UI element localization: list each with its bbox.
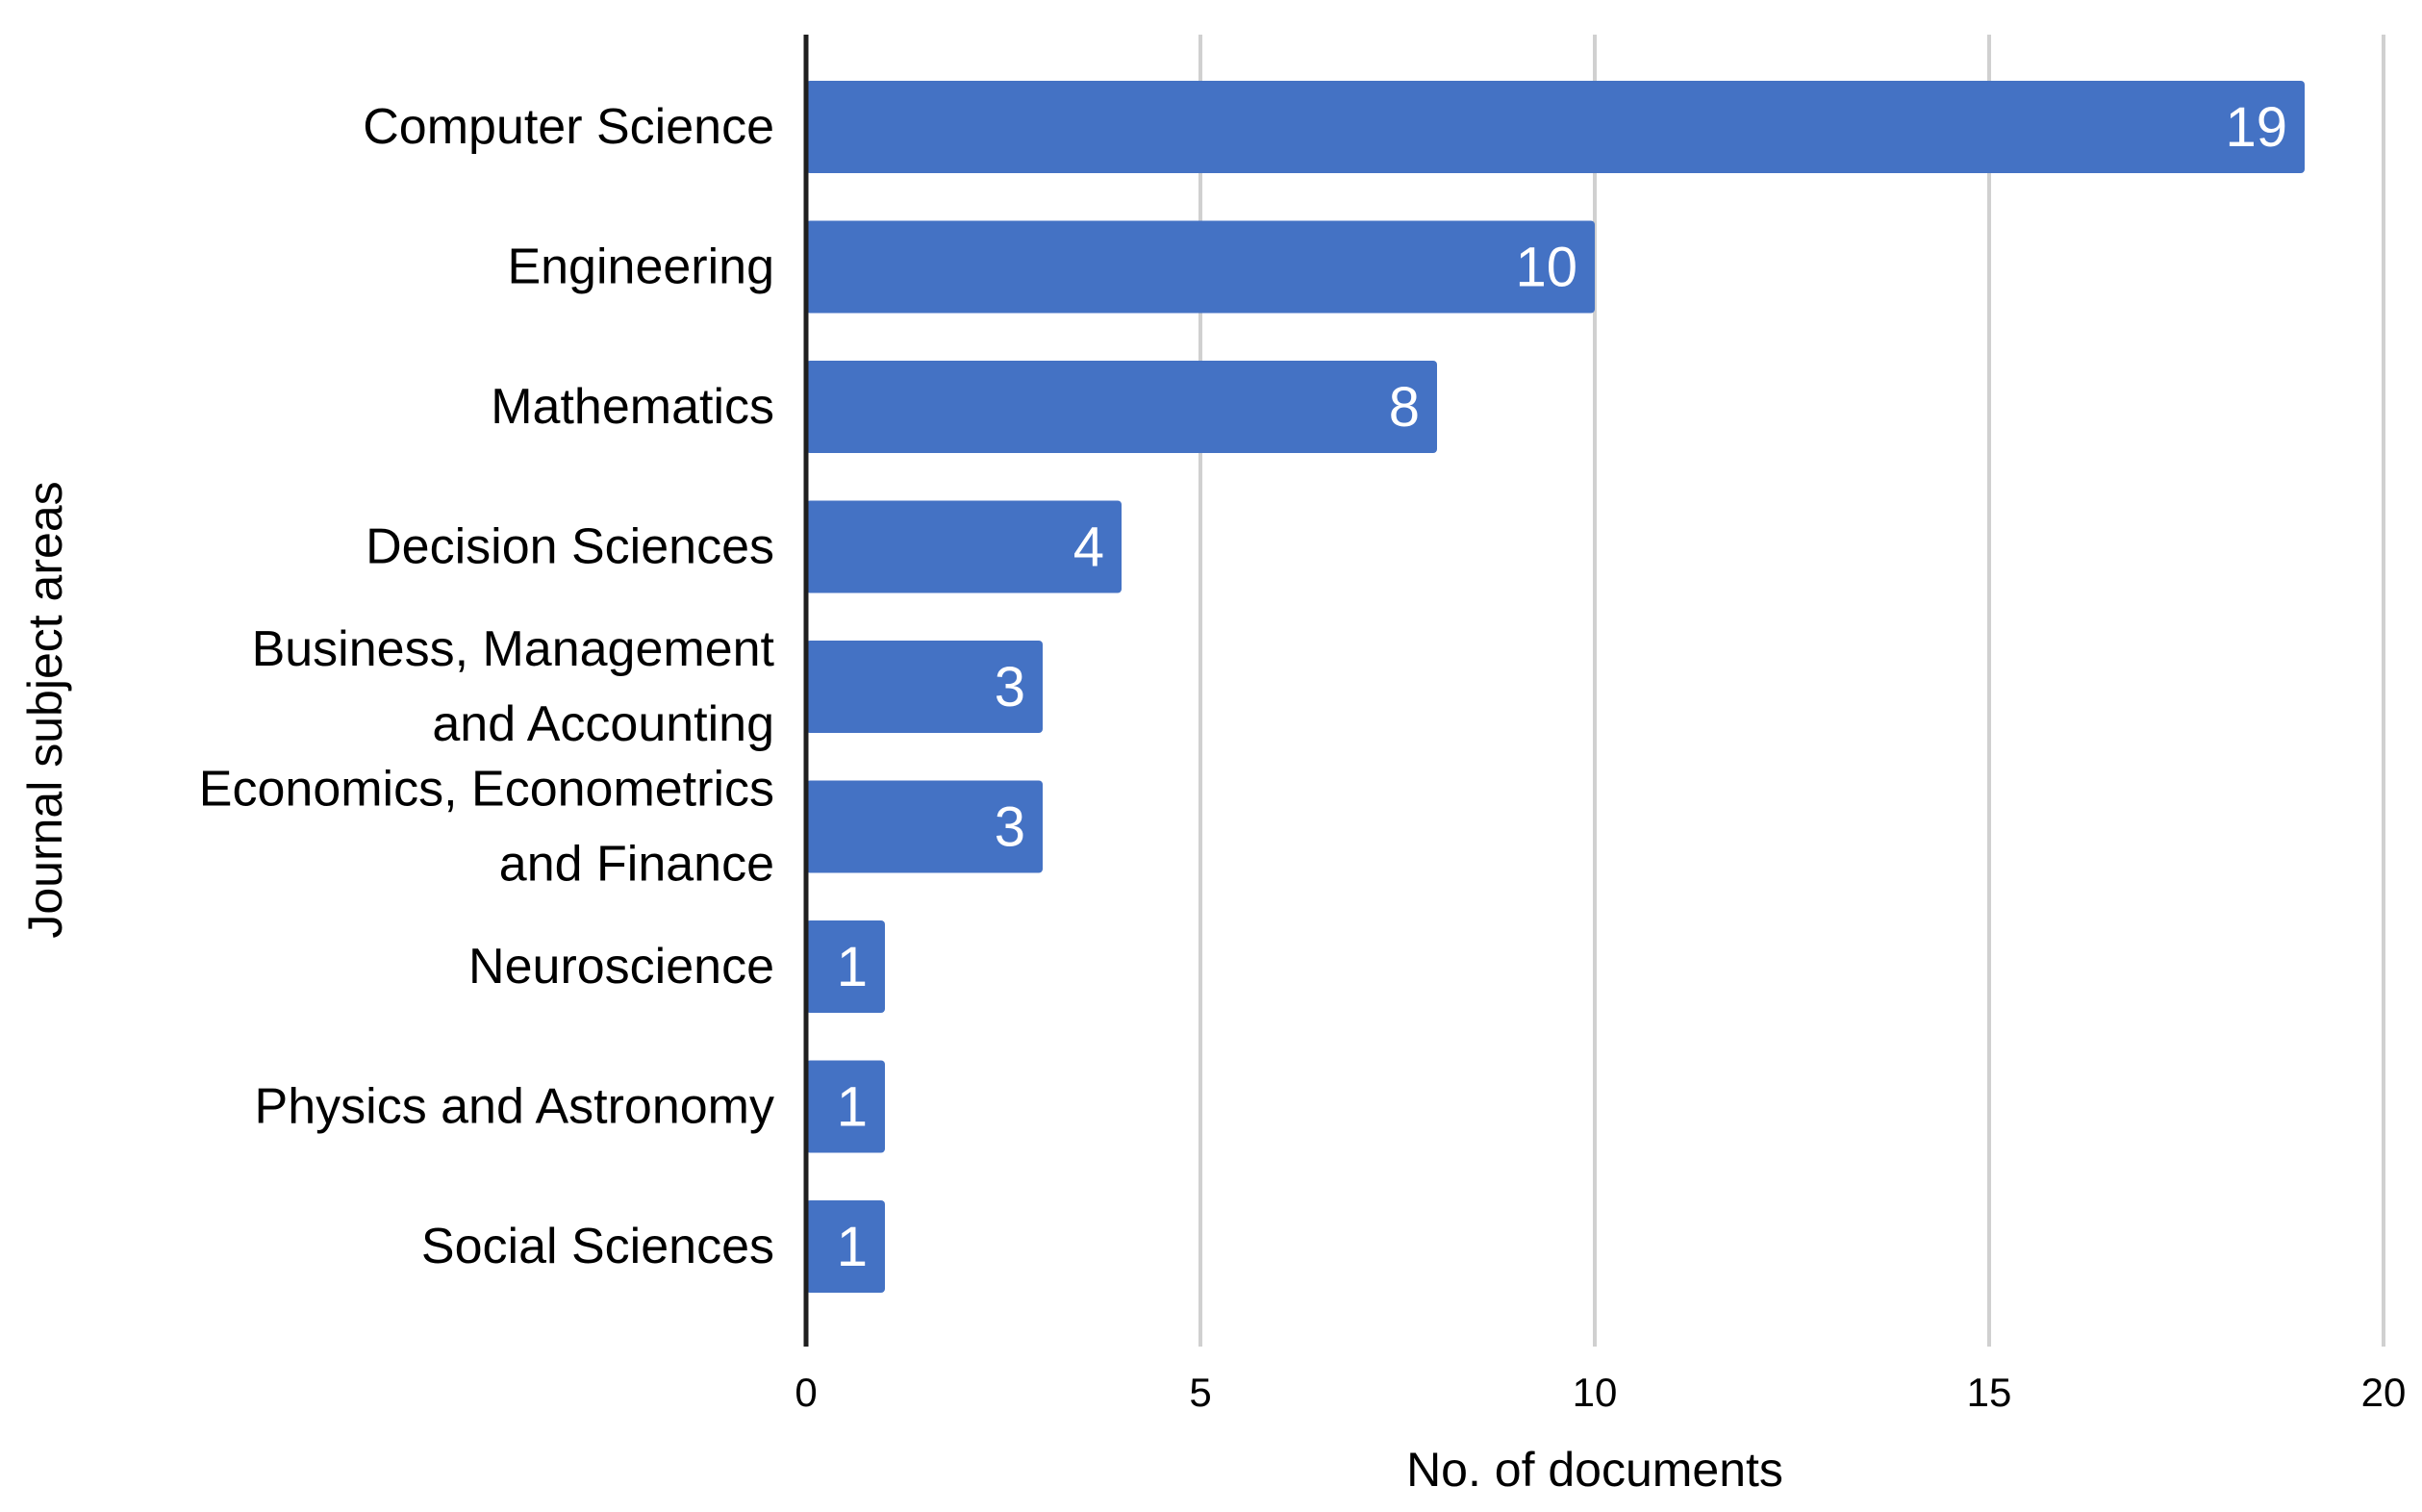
data-label: 1	[837, 1076, 868, 1139]
bar	[806, 1060, 885, 1153]
bar	[806, 1200, 885, 1293]
data-labels: 19 10 8 4 3 3 1 1 1	[837, 96, 2287, 1278]
category-label: Social Sciences	[421, 1219, 774, 1274]
bar	[806, 500, 1122, 593]
data-label: 4	[1073, 517, 1104, 579]
category-label: Business, Management	[252, 621, 775, 677]
category-label: and Accounting	[432, 696, 774, 752]
data-label: 10	[1515, 237, 1577, 299]
x-tick-label: 5	[1189, 1370, 1211, 1415]
bars	[806, 81, 2305, 1293]
category-label: Decision Sciences	[366, 519, 774, 575]
bar	[806, 920, 885, 1013]
data-label: 3	[995, 656, 1025, 718]
category-label: Engineering	[507, 239, 774, 295]
bar	[806, 780, 1043, 873]
x-tick-labels: 0 5 10 15 20	[795, 1370, 2406, 1415]
data-label: 1	[837, 936, 868, 998]
data-label: 3	[995, 796, 1025, 859]
bar	[806, 641, 1043, 733]
category-labels: Computer Science Engineering Mathematics De…	[199, 99, 775, 1274]
data-label: 19	[2225, 96, 2287, 159]
bar	[806, 361, 1437, 453]
category-label: and Finance	[499, 837, 774, 893]
category-label: Computer Science	[363, 99, 774, 155]
data-label: 1	[837, 1216, 868, 1278]
x-tick-label: 0	[795, 1370, 817, 1415]
bar	[806, 81, 2305, 173]
x-tick-label: 10	[1573, 1370, 1618, 1415]
category-label: Economics, Econometrics	[199, 762, 774, 818]
x-axis-title: No. of documents	[1406, 1443, 1783, 1497]
x-tick-label: 15	[1967, 1370, 2012, 1415]
y-axis-title: Journal subject areas	[18, 481, 72, 938]
data-label: 8	[1389, 376, 1420, 439]
category-label: Mathematics	[491, 379, 774, 435]
category-label: Neuroscience	[468, 939, 774, 995]
bar	[806, 220, 1595, 314]
x-tick-label: 20	[2361, 1370, 2407, 1415]
category-label: Physics and Astronomy	[255, 1079, 774, 1135]
